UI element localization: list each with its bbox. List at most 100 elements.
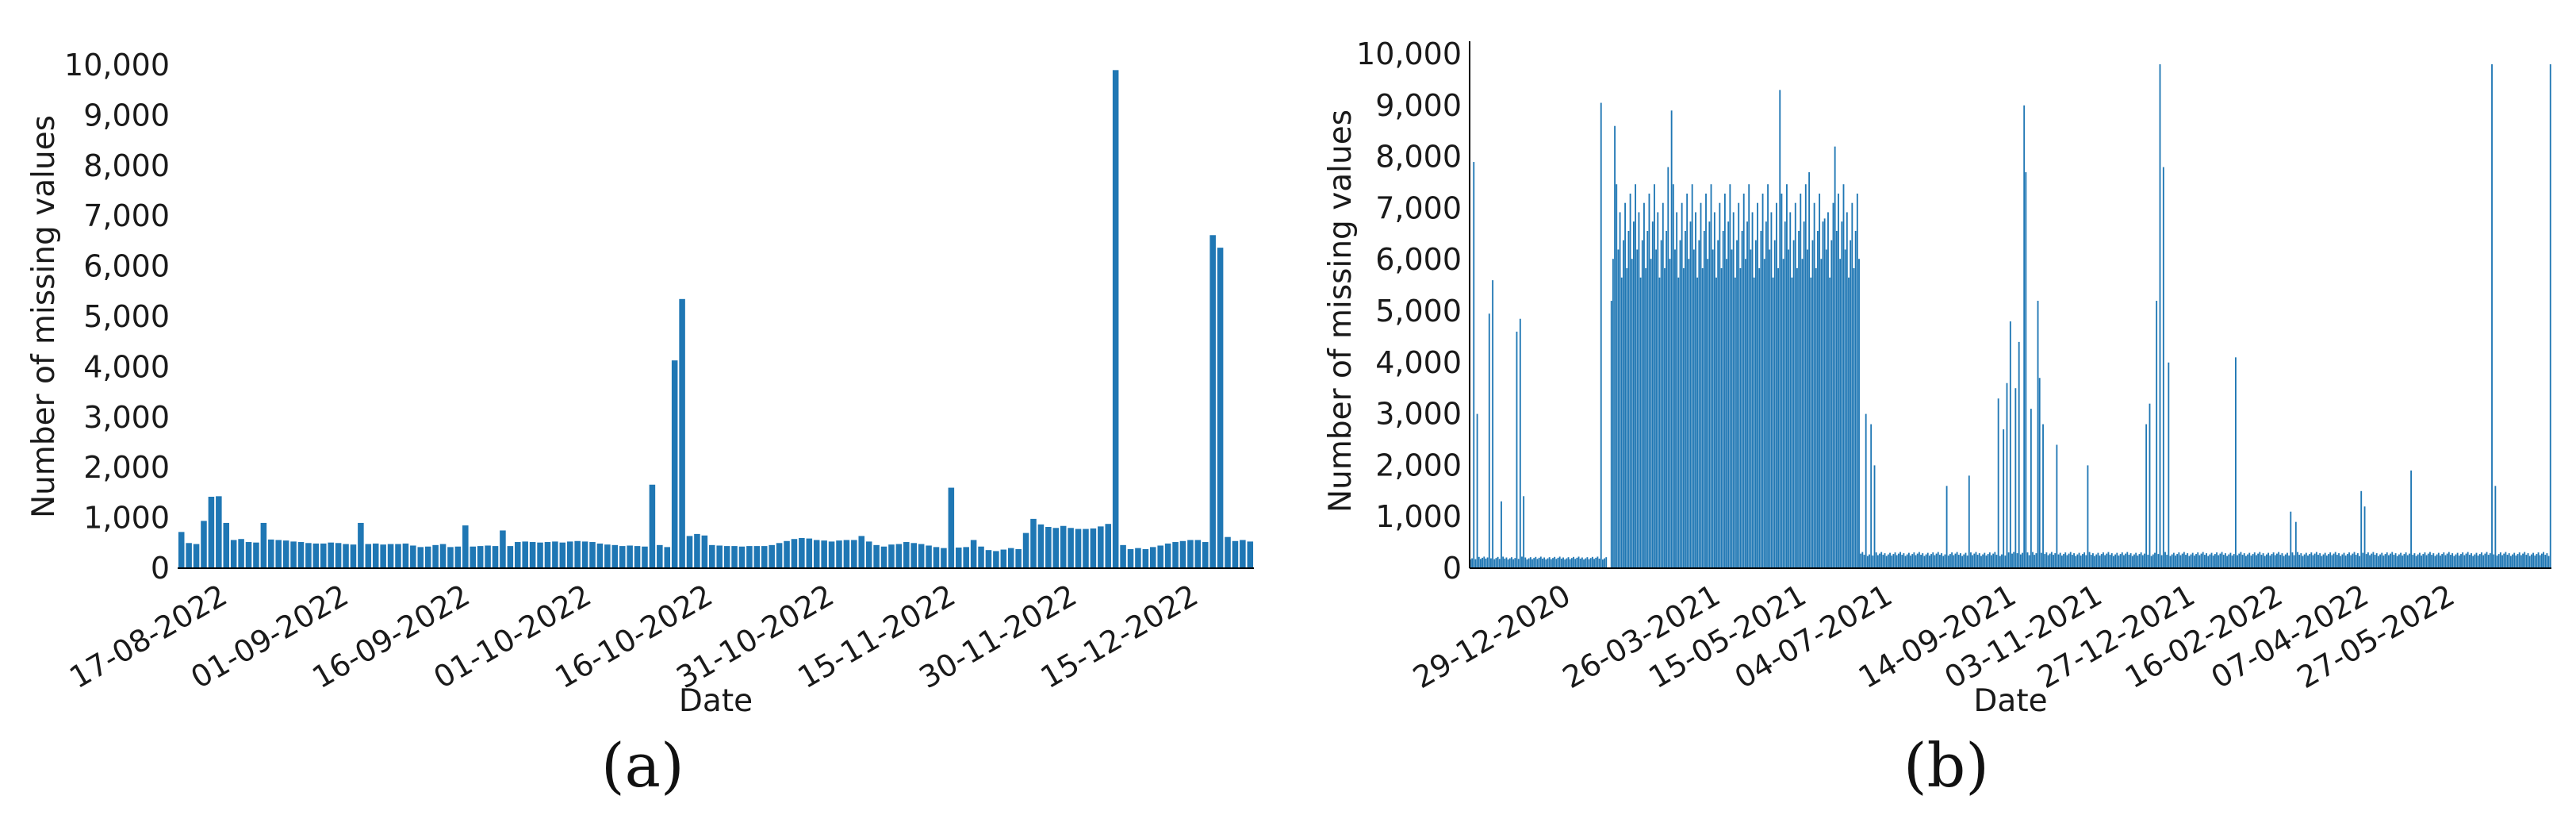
- bar: [2443, 552, 2445, 568]
- bar: [1225, 536, 1231, 568]
- bar: [1679, 240, 1681, 568]
- bar: [1507, 559, 1509, 568]
- bar: [2256, 555, 2257, 568]
- bar: [2475, 552, 2478, 568]
- bar: [1492, 280, 1494, 568]
- bar: [2369, 555, 2371, 568]
- bar: [343, 544, 349, 568]
- bar: [1516, 331, 1518, 568]
- bar: [2386, 552, 2388, 568]
- bar: [761, 546, 768, 568]
- bar: [2460, 554, 2462, 568]
- bar: [1595, 557, 1597, 568]
- bar: [2097, 552, 2099, 568]
- bar: [1676, 212, 1678, 568]
- bar: [1550, 559, 1552, 568]
- bar: [2283, 555, 2285, 568]
- bar: [596, 543, 604, 568]
- bar: [2047, 555, 2049, 568]
- bar: [799, 537, 805, 568]
- bar: [1511, 557, 1512, 568]
- bar: [1710, 184, 1712, 568]
- bar: [1788, 249, 1790, 568]
- y-tick-label: 0: [151, 551, 170, 586]
- y-tick-label: 6,000: [1375, 242, 1462, 277]
- bar: [1835, 230, 1838, 568]
- bar: [1517, 559, 1520, 568]
- bar: [836, 540, 842, 568]
- bar: [865, 541, 872, 568]
- bar: [2455, 554, 2457, 568]
- bar: [1593, 559, 1595, 568]
- bar: [1820, 259, 1823, 568]
- bar: [2527, 553, 2529, 568]
- bar: [1643, 202, 1645, 568]
- y-axis-label: Number of missing values: [1323, 110, 1359, 513]
- bar: [1641, 240, 1643, 568]
- bar: [2400, 552, 2402, 568]
- bar: [1961, 555, 1964, 568]
- bar: [2156, 301, 2158, 568]
- bar: [201, 521, 207, 568]
- bar: [1879, 553, 1880, 568]
- y-tick-label: 4,000: [1375, 345, 1462, 380]
- bar: [1660, 240, 1662, 568]
- bar: [769, 544, 775, 568]
- bar: [2451, 553, 2454, 568]
- bar: [1873, 465, 1876, 568]
- bar: [2512, 554, 2513, 568]
- bar: [2410, 470, 2413, 568]
- bar: [2279, 555, 2282, 568]
- bar: [858, 536, 865, 568]
- bar: [1860, 553, 1862, 568]
- panel-b-label: (b): [1903, 730, 1989, 801]
- bar: [1521, 556, 1523, 568]
- bar: [1558, 556, 1561, 568]
- bar: [2004, 555, 2007, 568]
- bar: [2045, 552, 2048, 568]
- bar: [1670, 110, 1673, 568]
- x-axis-label: Date: [1973, 683, 2047, 719]
- bar: [2276, 553, 2278, 568]
- bar: [2384, 554, 2386, 568]
- bar: [926, 545, 932, 568]
- bar: [1738, 202, 1740, 568]
- bar: [2396, 555, 2398, 568]
- bar: [1995, 555, 1998, 568]
- bar: [1963, 554, 1965, 568]
- bar: [2515, 555, 2517, 568]
- bar: [2319, 553, 2321, 568]
- bar: [1918, 552, 1920, 568]
- bar: [1567, 557, 1570, 568]
- bar: [1965, 552, 1967, 568]
- y-tick-label: 6,000: [83, 249, 170, 284]
- bar: [2267, 552, 2270, 568]
- bar: [791, 539, 798, 568]
- bar: [2281, 553, 2283, 568]
- bar: [2094, 555, 2096, 568]
- bar: [2159, 63, 2161, 568]
- bar: [2456, 552, 2459, 568]
- bar: [2484, 553, 2486, 568]
- bar: [2334, 552, 2336, 568]
- bar: [1807, 249, 1808, 568]
- bar: [910, 543, 917, 568]
- bar: [365, 544, 372, 568]
- bar: [424, 546, 431, 568]
- bar: [2266, 554, 2267, 568]
- bar: [1903, 553, 1905, 568]
- bar: [2212, 555, 2214, 568]
- bar: [1476, 413, 1478, 568]
- bar: [1591, 556, 1593, 568]
- bar: [709, 544, 715, 568]
- bar: [2543, 552, 2545, 568]
- bar: [1638, 212, 1640, 568]
- bar: [1970, 552, 1972, 568]
- bar: [2259, 552, 2261, 568]
- bar: [1736, 240, 1738, 568]
- bar: [1866, 555, 1869, 568]
- bar: [2090, 555, 2092, 568]
- bar: [2353, 552, 2356, 568]
- bar: [1792, 240, 1795, 568]
- bar: [1707, 259, 1709, 568]
